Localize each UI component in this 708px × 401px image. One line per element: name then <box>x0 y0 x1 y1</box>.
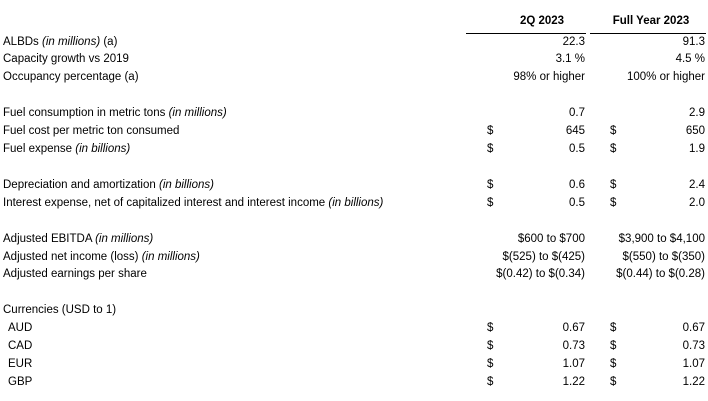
dollar-sign-2q-depreciation: $ <box>487 179 494 191</box>
row-label-eur: EUR <box>8 358 33 370</box>
row-label-aud: AUD <box>8 322 33 334</box>
dollar-sign-2q-aud: $ <box>487 322 494 334</box>
value-2q-gbp: 1.22 <box>562 376 585 388</box>
value-fy-cad: 0.73 <box>682 340 705 352</box>
value-2q-interest-expense: 0.5 <box>569 197 585 209</box>
value-2q-fuel-expense: 0.5 <box>569 143 585 155</box>
dollar-sign-2q-fuel-cost: $ <box>487 125 494 137</box>
dollar-sign-2q-gbp: $ <box>487 376 494 388</box>
value-2q-cad: 0.73 <box>562 340 585 352</box>
dollar-sign-2q-eur: $ <box>487 358 494 370</box>
value-fy-depreciation: 2.4 <box>689 179 705 191</box>
row-label-fuel-expense: Fuel expense (in billions) <box>3 143 131 155</box>
value-2q-fuel-cost: 645 <box>565 125 585 137</box>
row-label-adjusted-eps: Adjusted earnings per share <box>3 268 147 280</box>
row-label-interest-expense: Interest expense, net of capitalized int… <box>3 197 384 209</box>
dollar-sign-fy-interest-expense: $ <box>610 197 617 209</box>
value-2q-aud: 0.67 <box>562 322 585 334</box>
value-fy-albds: 91.3 <box>682 36 705 48</box>
value-fy-eur: 1.07 <box>682 358 705 370</box>
dollar-sign-2q-interest-expense: $ <box>487 197 494 209</box>
row-label-capacity-growth: Capacity growth vs 2019 <box>3 53 129 65</box>
header-underline-2q <box>466 33 586 34</box>
value-2q-occupancy: 98% or higher <box>513 71 585 83</box>
dollar-sign-fy-cad: $ <box>610 340 617 352</box>
row-label-adjusted-ebitda: Adjusted EBITDA (in millions) <box>3 233 154 245</box>
value-fy-fuel-cost: 650 <box>685 125 705 137</box>
header-full-year-2023: Full Year 2023 <box>612 15 690 27</box>
dollar-sign-fy-eur: $ <box>610 358 617 370</box>
value-2q-capacity-growth: 3.1 % <box>555 53 585 65</box>
dollar-sign-fy-depreciation: $ <box>610 179 617 191</box>
dollar-sign-fy-fuel-cost: $ <box>610 125 617 137</box>
value-fy-gbp: 1.22 <box>682 376 705 388</box>
value-2q-eur: 1.07 <box>562 358 585 370</box>
row-label-fuel-consumption: Fuel consumption in metric tons (in mill… <box>3 107 227 119</box>
row-label-currencies: Currencies (USD to 1) <box>3 304 117 316</box>
header-underline-fy <box>590 33 706 34</box>
row-label-occupancy: Occupancy percentage (a) <box>3 71 139 83</box>
value-2q-adjusted-ebitda: $600 to $700 <box>517 233 585 245</box>
value-fy-adjusted-ebitda: $3,900 to $4,100 <box>618 233 705 245</box>
dollar-sign-2q-cad: $ <box>487 340 494 352</box>
value-2q-adjusted-eps: $(0.42) to $(0.34) <box>496 268 585 280</box>
value-fy-adjusted-eps: $(0.44) to $(0.28) <box>616 268 705 280</box>
value-fy-occupancy: 100% or higher <box>627 71 705 83</box>
value-2q-albds: 22.3 <box>562 36 585 48</box>
value-fy-interest-expense: 2.0 <box>689 197 705 209</box>
header-2q-2023: 2Q 2023 <box>519 15 565 27</box>
value-2q-fuel-consumption: 0.7 <box>569 107 585 119</box>
row-label-cad: CAD <box>8 340 33 352</box>
value-fy-fuel-expense: 1.9 <box>689 143 705 155</box>
row-label-albds: ALBDs (in millions) (a) <box>3 36 118 48</box>
row-label-adjusted-net-income: Adjusted net income (loss) (in millions) <box>3 251 200 263</box>
row-label-gbp: GBP <box>8 376 33 388</box>
value-fy-aud: 0.67 <box>682 322 705 334</box>
value-fy-fuel-consumption: 2.9 <box>689 107 705 119</box>
value-fy-capacity-growth: 4.5 % <box>675 53 705 65</box>
dollar-sign-fy-gbp: $ <box>610 376 617 388</box>
value-2q-adjusted-net-income: $(525) to $(425) <box>502 251 585 263</box>
row-label-fuel-cost: Fuel cost per metric ton consumed <box>3 125 180 137</box>
value-2q-depreciation: 0.6 <box>569 179 585 191</box>
dollar-sign-fy-aud: $ <box>610 322 617 334</box>
row-label-depreciation: Depreciation and amortization (in billio… <box>3 179 214 191</box>
dollar-sign-2q-fuel-expense: $ <box>487 143 494 155</box>
dollar-sign-fy-fuel-expense: $ <box>610 143 617 155</box>
value-fy-adjusted-net-income: $(550) to $(350) <box>622 251 705 263</box>
